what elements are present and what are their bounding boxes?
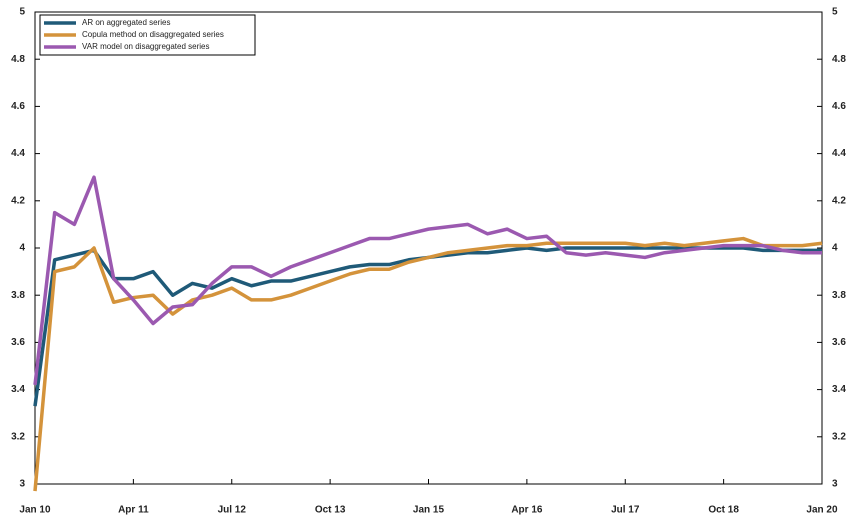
x-tick-label: Jul 17	[611, 505, 640, 516]
x-tick-label: Jan 20	[806, 505, 838, 516]
y2-tick-label: 3.2	[832, 431, 846, 442]
y-tick-label: 3.2	[11, 431, 25, 442]
y-tick-label: 4.6	[11, 101, 25, 112]
x-tick-label: Jan 15	[413, 505, 445, 516]
y-tick-label: 3.6	[11, 337, 25, 348]
y-tick-label: 5	[19, 7, 25, 18]
y-tick-label: 3.8	[11, 290, 25, 301]
x-tick-label: Apr 11	[118, 505, 149, 516]
y-tick-label: 4.2	[11, 195, 25, 206]
y-tick-label: 3.4	[11, 384, 25, 395]
y-tick-label: 4.4	[11, 148, 25, 159]
y2-tick-label: 4.2	[832, 195, 846, 206]
series-line	[33, 236, 823, 492]
y2-tick-label: 4	[832, 243, 838, 254]
legend-label: AR on aggregated series	[82, 18, 171, 27]
y-tick-label: 4.8	[11, 54, 25, 65]
y-tick-label: 4	[19, 243, 25, 254]
x-tick-label: Apr 16	[511, 505, 543, 516]
legend-label: Copula method on disaggregated series	[82, 30, 224, 39]
y2-tick-label: 3	[832, 479, 838, 490]
y2-tick-label: 3.6	[832, 337, 846, 348]
x-tick-label: Oct 13	[315, 505, 346, 516]
x-tick-label: Jul 12	[218, 505, 247, 516]
x-tick-label: Jan 10	[19, 505, 51, 516]
series-line	[33, 246, 822, 407]
y2-tick-label: 4.4	[832, 148, 846, 159]
y2-tick-label: 4.8	[832, 54, 846, 65]
y2-tick-label: 5	[832, 7, 838, 18]
y2-tick-label: 3.8	[832, 290, 846, 301]
y2-tick-label: 3.4	[832, 384, 846, 395]
legend-label: VAR model on disaggregated series	[82, 42, 209, 51]
series-line	[33, 175, 822, 386]
y2-tick-label: 4.6	[832, 101, 846, 112]
y-tick-label: 3	[19, 479, 25, 490]
x-tick-label: Oct 18	[708, 505, 739, 516]
